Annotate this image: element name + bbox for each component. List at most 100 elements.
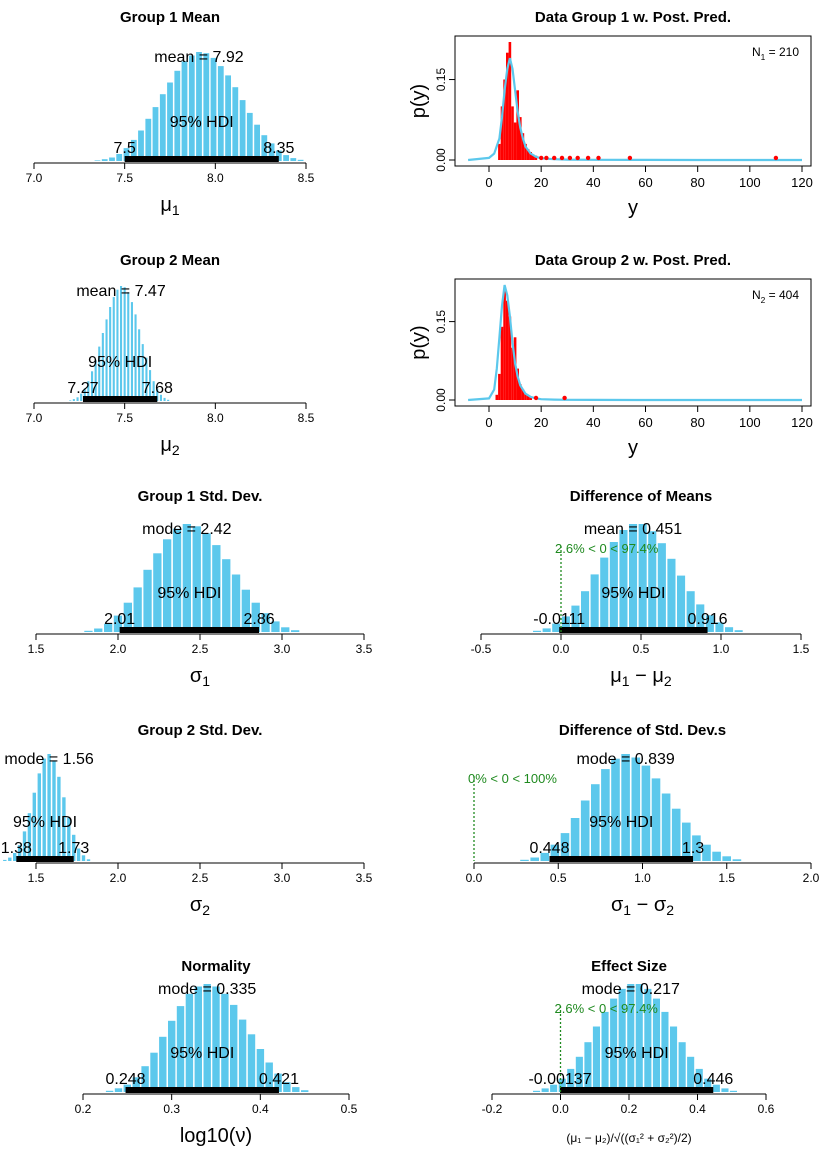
posterior-bar [67, 817, 71, 861]
posterior-bar [533, 1090, 541, 1092]
y-tick-label: 0.00 [434, 148, 448, 172]
posterior-bar [715, 622, 724, 632]
data-hist-bar [529, 152, 532, 160]
posterior-bar [611, 758, 620, 861]
posterior-bar [185, 993, 194, 1092]
posterior-bar [159, 94, 166, 161]
chart-title: Effect Size [591, 958, 667, 975]
posterior-bar [94, 628, 103, 632]
posterior-bar [283, 155, 289, 161]
x-tick-label: 120 [791, 415, 813, 430]
x-tick-label: 8.0 [207, 411, 224, 425]
data-hist-bar [519, 384, 522, 400]
posterior-bar [610, 998, 618, 1092]
posterior-bar [251, 602, 260, 632]
center-stat-label: mean = 7.47 [76, 283, 166, 300]
posterior-bar [182, 524, 191, 632]
posterior-bar [101, 333, 104, 401]
posterior-bar [283, 1082, 291, 1092]
hdi-high-label: 7.68 [142, 380, 173, 397]
posterior-bar [194, 986, 202, 1092]
posterior-bar [265, 1062, 273, 1092]
x-tick-label: 0.5 [550, 871, 567, 885]
posterior-bar [167, 399, 170, 401]
hdi-label: 95% HDI [157, 585, 221, 602]
x-tick-label: 2.5 [192, 642, 209, 656]
posterior-bar [17, 845, 22, 861]
hdi-low-label: 7.5 [114, 140, 136, 157]
x-axis-label: σ1 − σ2 [611, 894, 674, 918]
chart-title: Group 2 Mean [120, 252, 220, 269]
x-tick-label: 2.0 [110, 642, 127, 656]
center-stat-label: mode = 2.42 [142, 521, 232, 538]
data-point [552, 155, 557, 161]
x-axis-label: y [628, 197, 638, 219]
x-tick-label: 7.5 [116, 171, 133, 185]
posterior-bar [696, 604, 705, 632]
posterior-bar [130, 302, 133, 401]
posterior-bar [552, 623, 561, 632]
chart-title: Group 2 Std. Dev. [138, 722, 263, 739]
data-hist-bar [521, 133, 525, 160]
data-hist-bar [506, 52, 509, 161]
x-tick-label: 2.0 [110, 871, 127, 885]
hdi-low-label: 7.27 [67, 380, 98, 397]
posterior-bar [134, 314, 137, 401]
posterior-bar [530, 857, 539, 861]
data-hist-bar [500, 326, 504, 400]
chart-title: Group 1 Mean [120, 9, 220, 26]
comparison-label: 2.6% < 0 < 97.4% [555, 1001, 659, 1016]
posterior-bar [541, 1088, 549, 1092]
data-hist-bar [524, 143, 527, 160]
x-tick-label: 2.5 [192, 871, 209, 885]
posterior-bar [72, 399, 75, 401]
posterior-bar [109, 307, 112, 401]
posterior-bar [618, 988, 626, 1092]
posterior-bar [116, 154, 123, 161]
posterior-bar [143, 569, 152, 632]
x-axis-label: log10(ν) [180, 1125, 252, 1147]
hdi-label: 95% HDI [88, 354, 152, 371]
data-hist-bar [529, 397, 532, 400]
posterior-bar [592, 1026, 600, 1092]
data-point [539, 155, 544, 161]
x-tick-label: 7.0 [26, 411, 43, 425]
x-tick-label: 1.5 [793, 642, 810, 656]
data-hist-bar [508, 42, 512, 160]
x-tick-label: 1.5 [28, 871, 45, 885]
posterior-bar [156, 388, 159, 401]
hdi-high-label: 2.86 [243, 611, 274, 628]
posterior-bar [241, 589, 250, 632]
data-hist-bar [508, 316, 512, 400]
x-tick-label: 1.5 [718, 871, 735, 885]
x-tick-label: 0.3 [163, 1102, 180, 1116]
posterior-bar [76, 397, 79, 401]
posterior-bar [98, 346, 101, 401]
x-axis-label-sub: 1 [623, 902, 631, 918]
posterior-bar [570, 818, 580, 861]
hdi-label: 95% HDI [170, 1045, 234, 1062]
y-axis-label: p(y) [408, 325, 430, 359]
data-hist-bar [498, 373, 501, 400]
hdi-label: 95% HDI [170, 114, 234, 131]
posterior-bar [120, 286, 123, 401]
posterior-bar [732, 859, 742, 861]
x-tick-label: 0.5 [633, 642, 650, 656]
x-tick-label: 1.0 [634, 871, 651, 885]
posterior-bar [575, 1056, 583, 1092]
plot-frame [454, 278, 812, 407]
posterior-bar [629, 524, 638, 632]
posterior-bar [729, 1090, 737, 1092]
center-stat-label: mode = 0.335 [158, 981, 256, 998]
posterior-bar [652, 998, 660, 1092]
posterior-bar [609, 542, 618, 632]
posterior-bar [86, 859, 91, 861]
posterior-bar [291, 630, 300, 632]
posterior-bar [567, 1068, 575, 1092]
posterior-bar [123, 602, 132, 632]
chart-title: Normality [181, 958, 251, 975]
x-tick-label: 3.5 [356, 871, 373, 885]
posterior-bar [230, 1004, 238, 1092]
posterior-bar [677, 575, 686, 632]
